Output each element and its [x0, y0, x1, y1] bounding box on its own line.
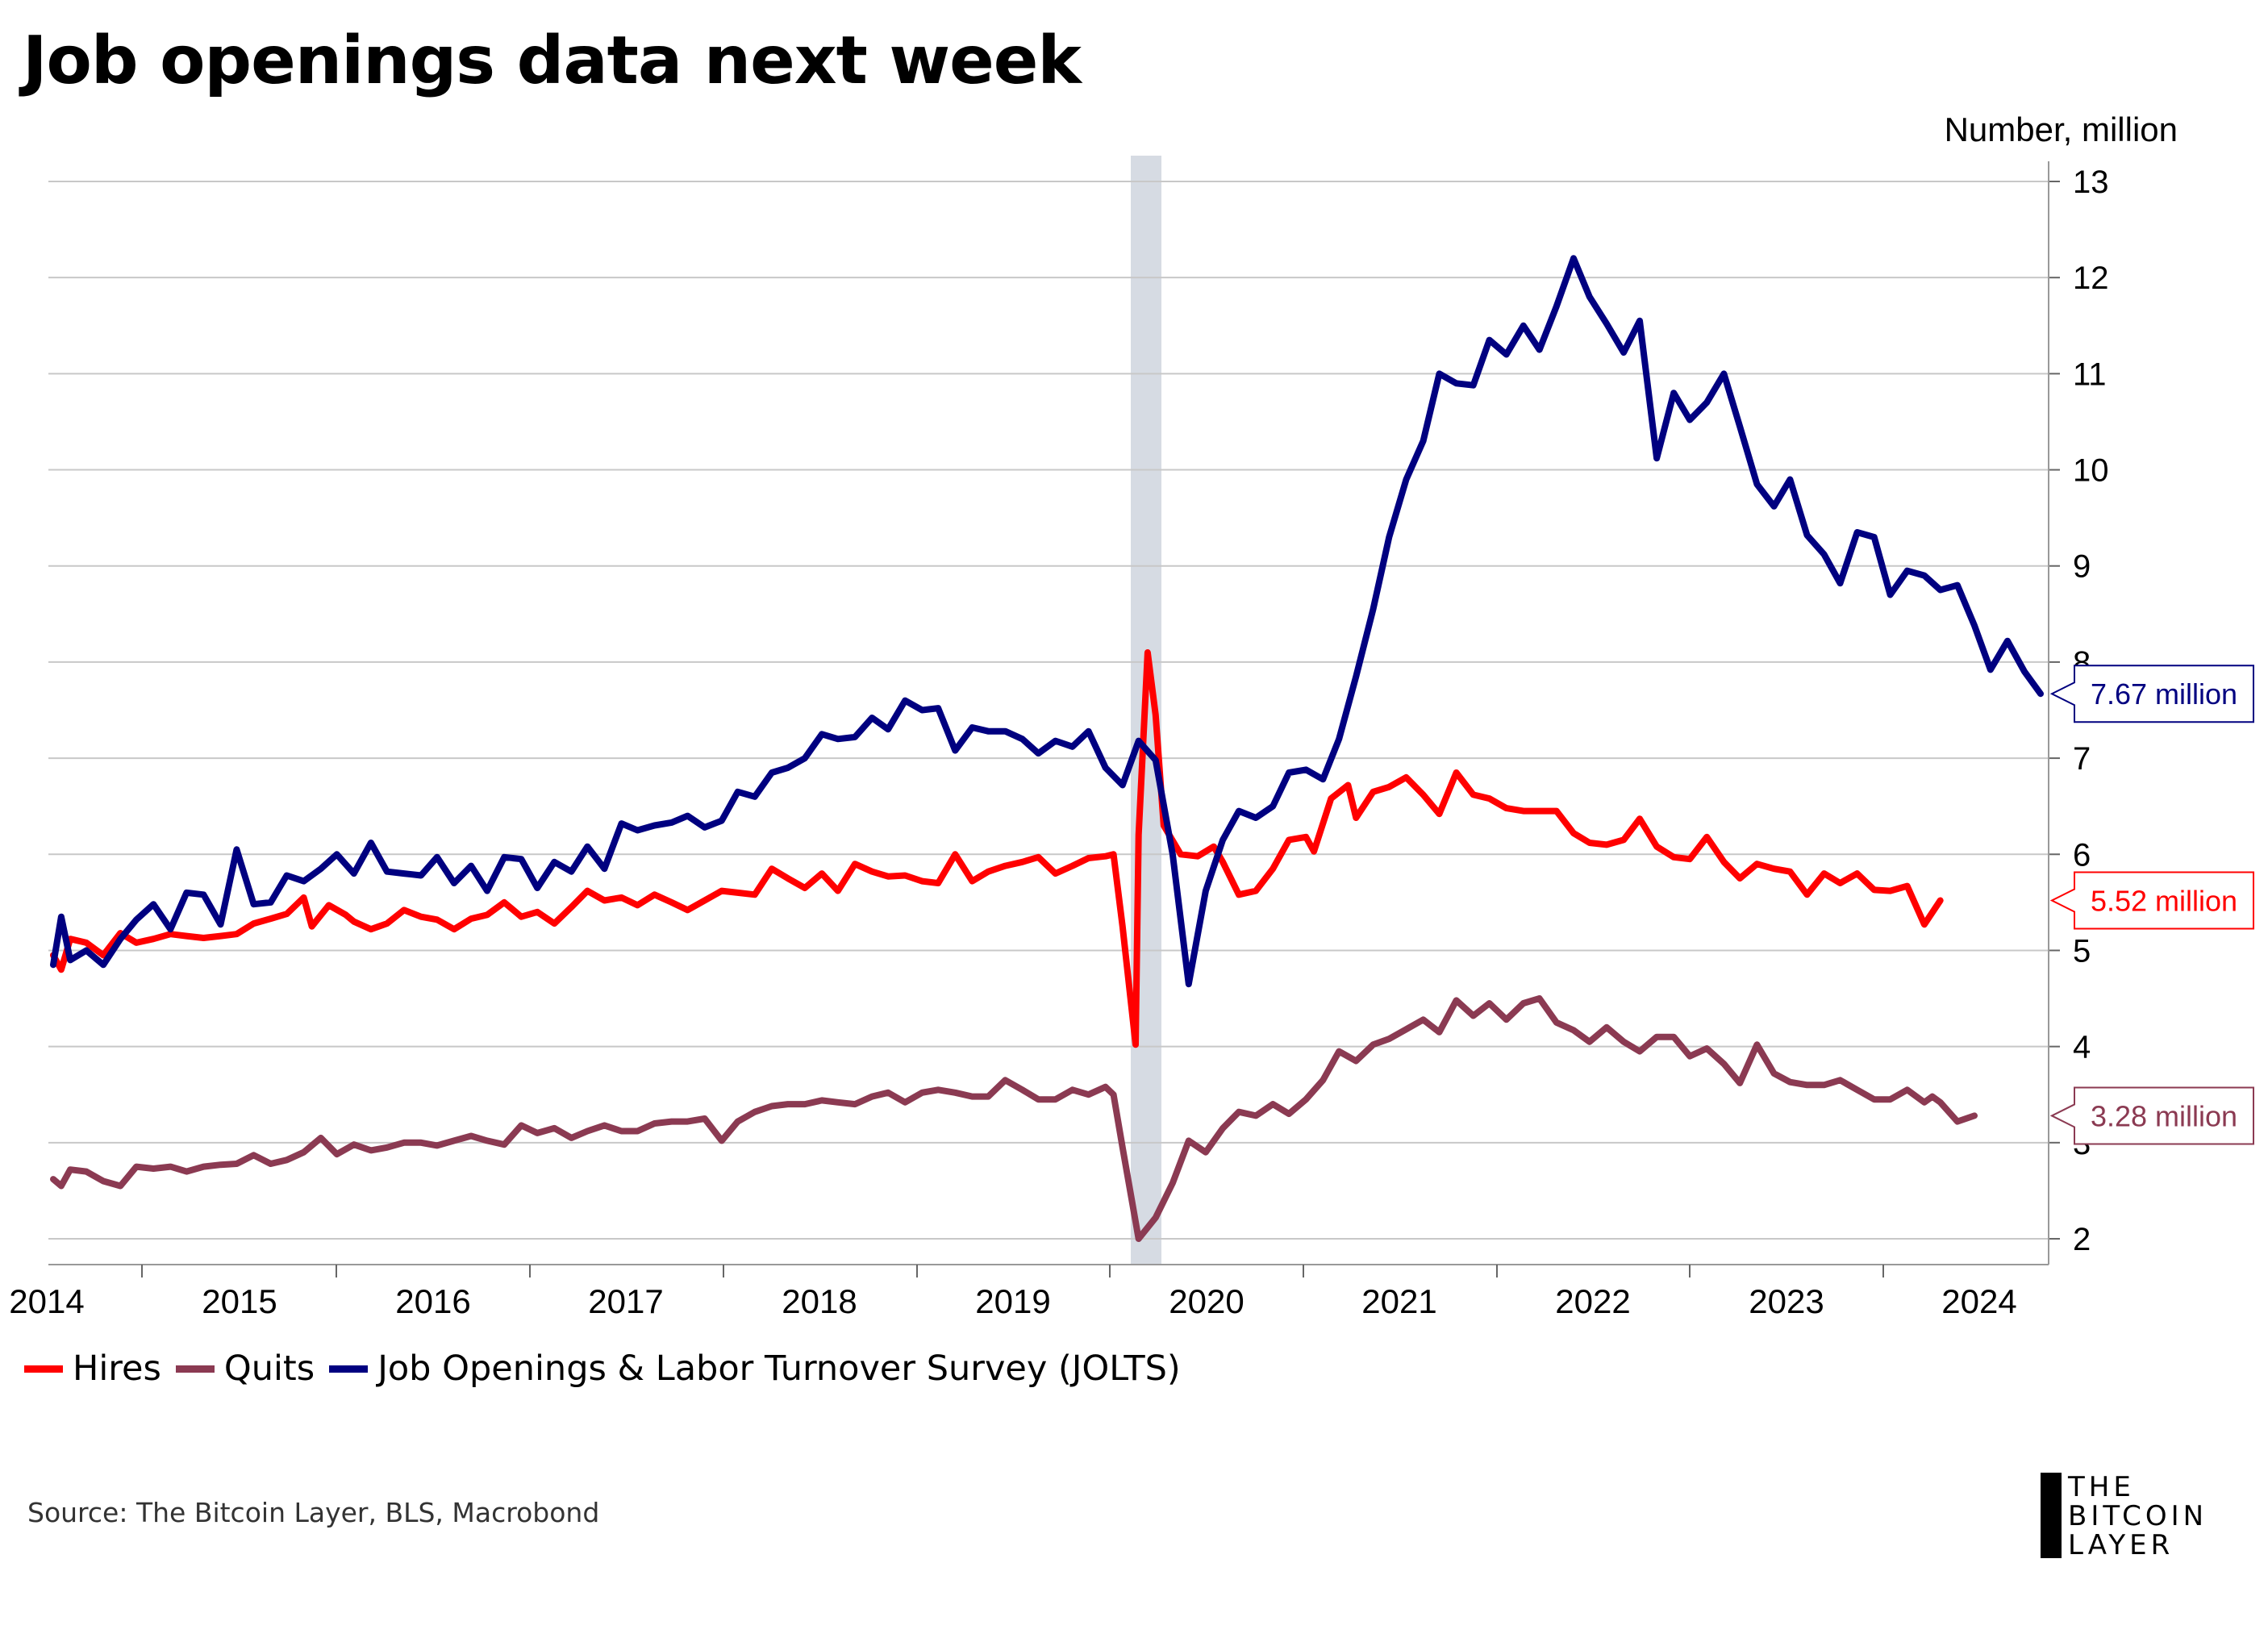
x-tick-label: 2020: [1169, 1282, 1244, 1320]
x-tick-label: 2024: [1941, 1282, 2016, 1320]
logo-bar: [2041, 1473, 2062, 1558]
chart-title: Job openings data next week: [23, 23, 1082, 99]
x-tick-label: 2015: [202, 1282, 277, 1320]
y-tick-label: 6: [2073, 837, 2091, 873]
x-tick-label: 2014: [9, 1282, 84, 1320]
logo-line-3: LAYER: [2068, 1529, 2174, 1561]
legend-swatch-openings: [329, 1365, 369, 1373]
legend-label-openings: Job Openings & Labor Turnover Survey (JO…: [377, 1348, 1181, 1389]
logo-text: THE BITCOIN LAYER: [2068, 1473, 2208, 1560]
end-label-box-hires: [2049, 871, 2254, 930]
end-label-quits: 3.28 million: [2091, 1099, 2237, 1132]
x-tick-label: 2021: [1361, 1282, 1436, 1320]
x-tick-label: 2023: [1749, 1282, 1824, 1320]
end-label-hires: 5.52 million: [2091, 884, 2237, 917]
y-tick-label: 4: [2073, 1030, 2091, 1065]
legend-item-openings: Job Openings & Labor Turnover Survey (JO…: [329, 1348, 1181, 1389]
legend-item-quits: Quits: [175, 1348, 315, 1389]
y-tick-label: 2: [2073, 1222, 2091, 1257]
series-line-hires: [50, 649, 1944, 1048]
y-tick-label: 10: [2073, 453, 2109, 489]
logo-line-2: BITCOIN: [2068, 1500, 2208, 1532]
end-label-box-openings: [2049, 665, 2254, 723]
source-note: Source: The Bitcoin Layer, BLS, Macrobon…: [27, 1497, 600, 1528]
x-tick-label: 2018: [782, 1282, 857, 1320]
legend: Hires Quits Job Openings & Labor Turnove…: [24, 1348, 1195, 1389]
y-tick-label: 7: [2073, 741, 2091, 777]
y-tick-label: 13: [2073, 165, 2109, 200]
y-tick-label: 9: [2073, 549, 2091, 585]
bitcoin-layer-logo: THE BITCOIN LAYER: [2041, 1473, 2208, 1560]
legend-swatch-quits: [175, 1365, 215, 1373]
end-label-box-quits: [2049, 1086, 2254, 1145]
series-line-openings: [50, 255, 2044, 988]
end-label-openings: 7.67 million: [2091, 677, 2237, 711]
legend-label-quits: Quits: [223, 1348, 315, 1389]
y-tick-label: 12: [2073, 260, 2109, 296]
y-axis-label: Number, million: [1945, 110, 2178, 148]
y-tick-label: 5: [2073, 933, 2091, 969]
legend-label-hires: Hires: [73, 1348, 161, 1389]
legend-item-hires: Hires: [24, 1348, 161, 1389]
series-line-quits: [50, 995, 1978, 1242]
x-tick-label: 2017: [588, 1282, 663, 1320]
legend-swatch-hires: [24, 1365, 63, 1373]
logo-line-1: THE: [2068, 1471, 2135, 1503]
x-tick-label: 2019: [975, 1282, 1050, 1320]
y-tick-label: 11: [2073, 356, 2107, 392]
x-tick-label: 2016: [395, 1282, 470, 1320]
x-tick-label: 2022: [1555, 1282, 1630, 1320]
